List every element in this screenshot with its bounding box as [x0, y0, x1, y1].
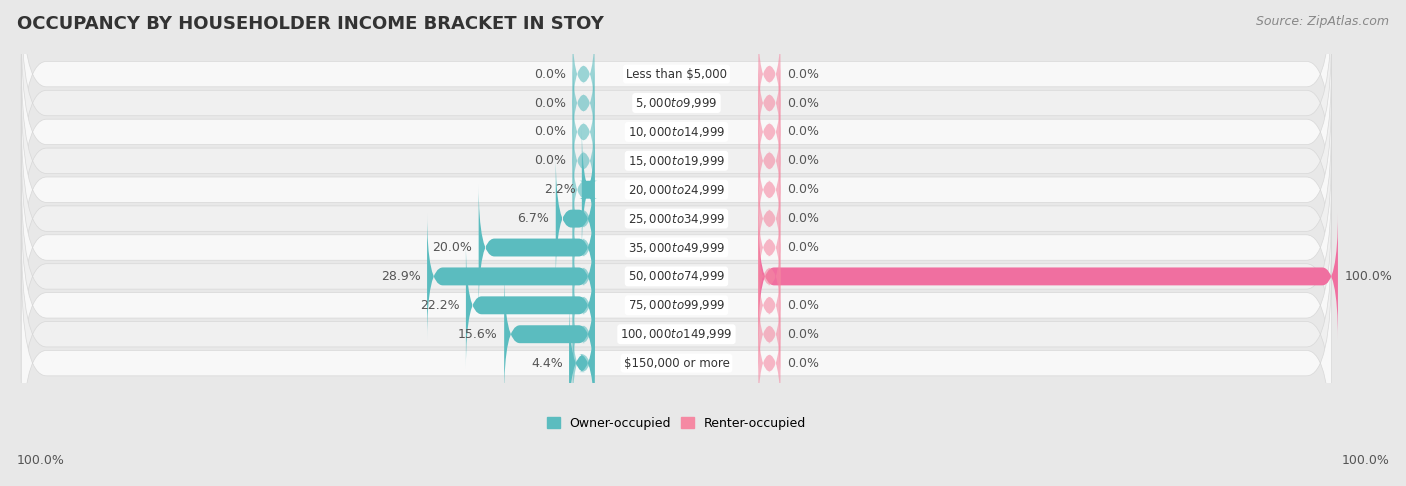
FancyBboxPatch shape: [758, 257, 780, 354]
FancyBboxPatch shape: [758, 213, 1339, 340]
FancyBboxPatch shape: [572, 257, 595, 354]
FancyBboxPatch shape: [572, 314, 595, 412]
FancyBboxPatch shape: [21, 29, 1331, 235]
Legend: Owner-occupied, Renter-occupied: Owner-occupied, Renter-occupied: [547, 417, 806, 430]
FancyBboxPatch shape: [572, 285, 595, 383]
Text: OCCUPANCY BY HOUSEHOLDER INCOME BRACKET IN STOY: OCCUPANCY BY HOUSEHOLDER INCOME BRACKET …: [17, 15, 603, 33]
Text: 0.0%: 0.0%: [787, 97, 818, 109]
Text: 0.0%: 0.0%: [787, 357, 818, 370]
FancyBboxPatch shape: [758, 54, 780, 152]
FancyBboxPatch shape: [21, 0, 1331, 206]
FancyBboxPatch shape: [572, 170, 595, 267]
FancyBboxPatch shape: [572, 199, 595, 296]
FancyBboxPatch shape: [21, 0, 1331, 177]
FancyBboxPatch shape: [505, 271, 595, 398]
FancyBboxPatch shape: [21, 145, 1331, 350]
FancyBboxPatch shape: [758, 199, 780, 296]
FancyBboxPatch shape: [758, 112, 780, 209]
Text: 100.0%: 100.0%: [17, 453, 65, 467]
FancyBboxPatch shape: [758, 83, 780, 181]
FancyBboxPatch shape: [21, 203, 1331, 408]
FancyBboxPatch shape: [572, 112, 595, 209]
FancyBboxPatch shape: [758, 141, 780, 239]
Text: $150,000 or more: $150,000 or more: [623, 357, 730, 370]
FancyBboxPatch shape: [572, 141, 595, 239]
FancyBboxPatch shape: [569, 300, 595, 426]
Text: 100.0%: 100.0%: [1341, 453, 1389, 467]
FancyBboxPatch shape: [21, 116, 1331, 322]
Text: $5,000 to $9,999: $5,000 to $9,999: [636, 96, 717, 110]
Text: 15.6%: 15.6%: [458, 328, 498, 341]
FancyBboxPatch shape: [758, 285, 780, 383]
Text: 0.0%: 0.0%: [534, 125, 567, 139]
Text: 0.0%: 0.0%: [787, 328, 818, 341]
FancyBboxPatch shape: [21, 174, 1331, 379]
FancyBboxPatch shape: [572, 227, 595, 325]
FancyBboxPatch shape: [21, 58, 1331, 264]
Text: 0.0%: 0.0%: [787, 183, 818, 196]
FancyBboxPatch shape: [758, 227, 780, 325]
FancyBboxPatch shape: [758, 25, 780, 123]
FancyBboxPatch shape: [572, 83, 595, 181]
FancyBboxPatch shape: [572, 25, 595, 123]
FancyBboxPatch shape: [478, 184, 595, 311]
Text: 100.0%: 100.0%: [1344, 270, 1392, 283]
FancyBboxPatch shape: [579, 126, 598, 253]
FancyBboxPatch shape: [21, 260, 1331, 466]
Text: $25,000 to $34,999: $25,000 to $34,999: [627, 211, 725, 226]
Text: $100,000 to $149,999: $100,000 to $149,999: [620, 327, 733, 341]
FancyBboxPatch shape: [555, 156, 595, 282]
Text: 0.0%: 0.0%: [534, 68, 567, 81]
Text: $20,000 to $24,999: $20,000 to $24,999: [627, 183, 725, 197]
Text: 0.0%: 0.0%: [534, 155, 567, 167]
Text: 20.0%: 20.0%: [433, 241, 472, 254]
FancyBboxPatch shape: [572, 54, 595, 152]
Text: 0.0%: 0.0%: [787, 125, 818, 139]
Text: $15,000 to $19,999: $15,000 to $19,999: [627, 154, 725, 168]
FancyBboxPatch shape: [21, 231, 1331, 437]
FancyBboxPatch shape: [427, 213, 595, 340]
Text: 28.9%: 28.9%: [381, 270, 420, 283]
FancyBboxPatch shape: [465, 242, 595, 368]
Text: Less than $5,000: Less than $5,000: [626, 68, 727, 81]
Text: $35,000 to $49,999: $35,000 to $49,999: [627, 241, 725, 255]
Text: $75,000 to $99,999: $75,000 to $99,999: [627, 298, 725, 312]
Text: 0.0%: 0.0%: [787, 68, 818, 81]
Text: Source: ZipAtlas.com: Source: ZipAtlas.com: [1256, 15, 1389, 28]
Text: 0.0%: 0.0%: [787, 299, 818, 312]
Text: $10,000 to $14,999: $10,000 to $14,999: [627, 125, 725, 139]
Text: 0.0%: 0.0%: [534, 97, 567, 109]
FancyBboxPatch shape: [21, 87, 1331, 293]
Text: 0.0%: 0.0%: [787, 212, 818, 225]
Text: $50,000 to $74,999: $50,000 to $74,999: [627, 269, 725, 283]
Text: 0.0%: 0.0%: [787, 241, 818, 254]
Text: 22.2%: 22.2%: [420, 299, 460, 312]
Text: 6.7%: 6.7%: [517, 212, 550, 225]
Text: 2.2%: 2.2%: [544, 183, 575, 196]
Text: 4.4%: 4.4%: [531, 357, 562, 370]
FancyBboxPatch shape: [758, 314, 780, 412]
FancyBboxPatch shape: [758, 170, 780, 267]
Text: 0.0%: 0.0%: [787, 155, 818, 167]
